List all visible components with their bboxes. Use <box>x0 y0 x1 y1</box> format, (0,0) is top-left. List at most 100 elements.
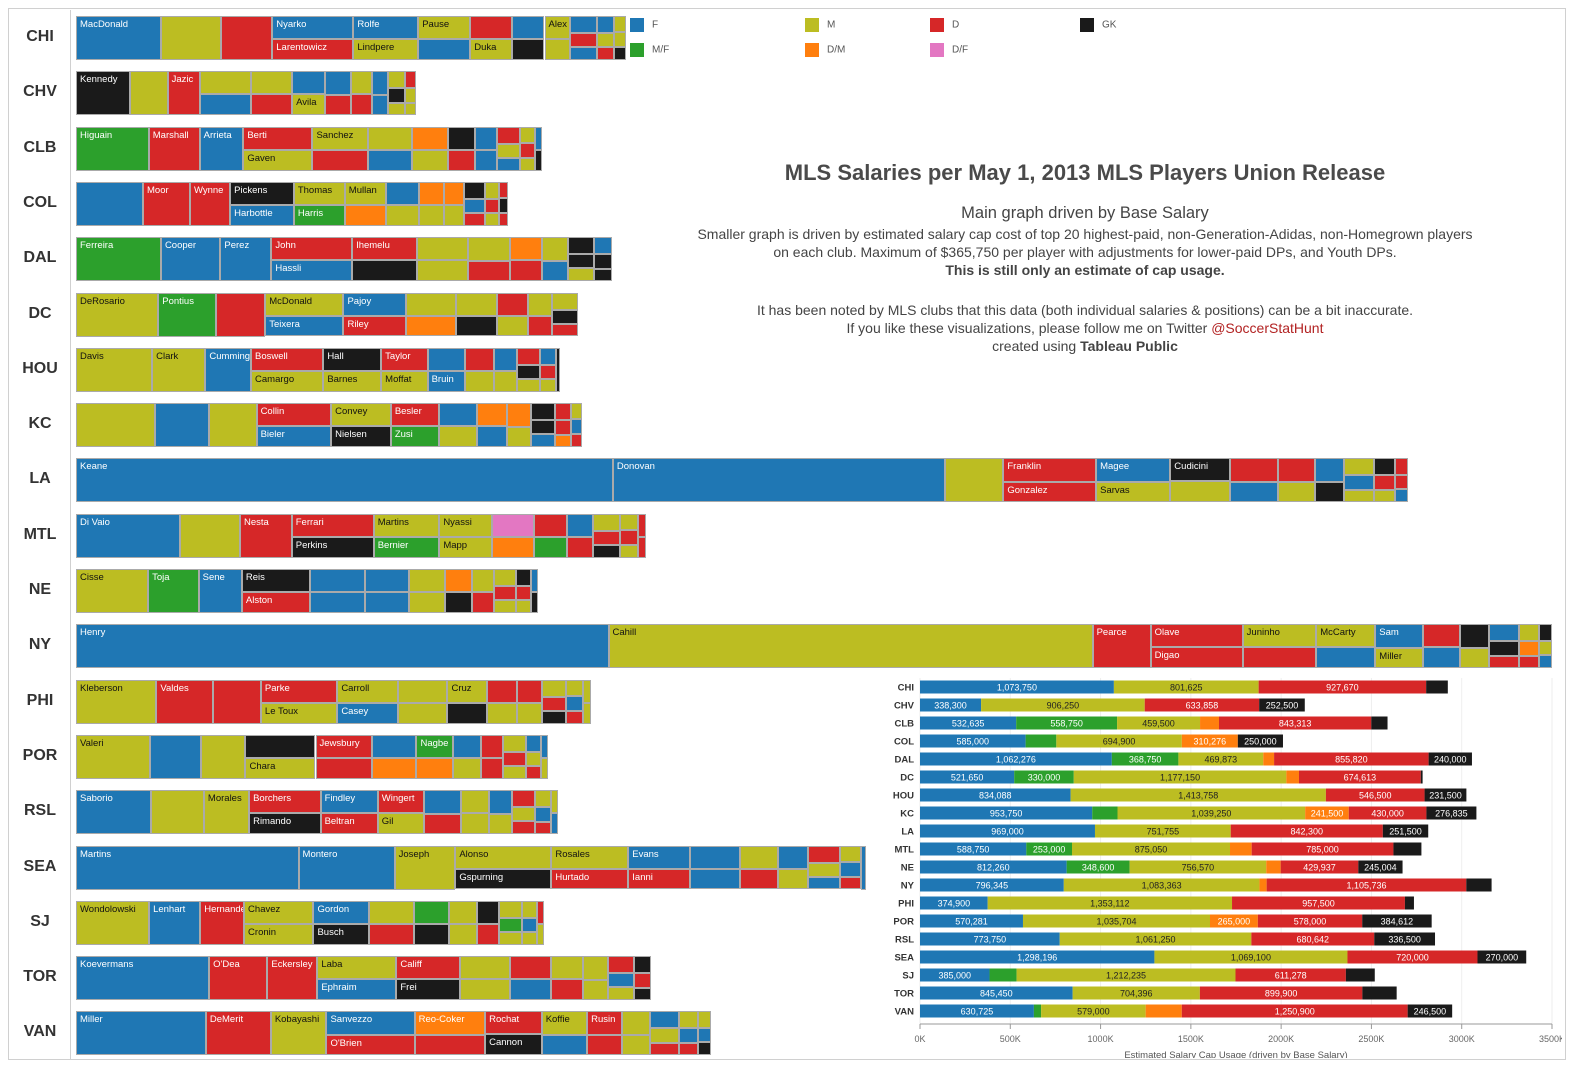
treemap-cell-kc-zusi[interactable]: Zusi <box>390 426 439 448</box>
treemap-cell-tor-ephraim[interactable]: Ephraim <box>317 979 397 1001</box>
treemap-cell-chi[interactable] <box>570 16 597 34</box>
treemap-cell-sj[interactable] <box>521 900 538 918</box>
treemap-cell-dal[interactable] <box>352 260 417 282</box>
treemap-cell-phi-letoux[interactable]: Le Toux <box>260 702 338 724</box>
treemap-cell-la-donovan[interactable]: Donovan <box>612 458 945 503</box>
treemap-cell-por[interactable] <box>480 734 503 759</box>
treemap-cell-phi-cruz[interactable]: Cruz <box>447 679 487 703</box>
treemap-cell-dal-ihemelu[interactable]: Ihemelu <box>352 237 417 261</box>
treemap-cell-ny-henry[interactable]: Henry <box>76 624 609 669</box>
treemap-cell-tor[interactable] <box>633 972 651 988</box>
treemap-cell-ny[interactable] <box>1518 624 1539 642</box>
treemap-cell-rsl[interactable] <box>535 806 551 822</box>
treemap-cell-chv-jazic[interactable]: Jazic <box>167 71 200 116</box>
treemap-cell-van[interactable] <box>678 1028 699 1043</box>
treemap-cell-la[interactable] <box>1374 475 1395 490</box>
treemap-cell-mtl[interactable] <box>637 513 646 537</box>
treemap-cell-sj-hernandez[interactable]: Hernandez <box>200 900 245 945</box>
treemap-cell-sea-joseph[interactable]: Joseph <box>394 845 456 890</box>
treemap-cell-dal[interactable] <box>542 260 568 282</box>
treemap-cell-chi[interactable] <box>614 46 626 60</box>
treemap-cell-phi-kleberson[interactable]: Kleberson <box>76 679 157 724</box>
treemap-cell-la[interactable] <box>1170 481 1230 503</box>
treemap-cell-ne-sene[interactable]: Sene <box>198 569 242 613</box>
treemap-cell-kc-bieler[interactable]: Bieler <box>256 426 332 448</box>
twitter-link[interactable]: @SoccerStatHunt <box>1211 320 1324 336</box>
treemap-cell-tor[interactable] <box>459 956 511 980</box>
treemap-cell-ne[interactable] <box>493 569 516 587</box>
treemap-cell-la[interactable] <box>1229 458 1278 482</box>
treemap-cell-kc[interactable] <box>571 403 582 420</box>
treemap-cell-kc-nielsen[interactable]: Nielsen <box>331 426 391 448</box>
treemap-cell-ny[interactable] <box>1538 624 1552 641</box>
treemap-cell-ny-mccarty[interactable]: McCarty <box>1316 624 1376 648</box>
treemap-cell-chv[interactable] <box>387 88 405 103</box>
treemap-cell-la[interactable] <box>1344 458 1375 476</box>
treemap-cell-ny-miller[interactable]: Miller <box>1375 647 1423 669</box>
treemap-cell-hou-taylor[interactable]: Taylor <box>381 347 428 371</box>
treemap-cell-chv[interactable] <box>199 94 252 116</box>
treemap-cell-van-koffie[interactable]: Koffie <box>541 1011 588 1035</box>
treemap-cell-por-valeri[interactable]: Valeri <box>76 734 150 779</box>
treemap-cell-clb[interactable] <box>497 143 520 158</box>
treemap-cell-ne[interactable] <box>531 592 538 613</box>
treemap-cell-phi[interactable] <box>583 679 591 703</box>
treemap-cell-ny[interactable] <box>1538 655 1552 669</box>
treemap-cell-mtl[interactable] <box>179 513 240 558</box>
treemap-cell-clb[interactable] <box>412 149 448 171</box>
treemap-cell-sea[interactable] <box>808 876 840 890</box>
treemap-cell-kc[interactable] <box>507 426 531 448</box>
treemap-cell-ny[interactable] <box>1488 641 1519 656</box>
treemap-cell-van-sanvezzo[interactable]: Sanvezzo <box>326 1011 415 1035</box>
treemap-cell-dal[interactable] <box>510 237 543 261</box>
treemap-cell-van-reocoker[interactable]: Reo-Coker <box>414 1011 486 1035</box>
treemap-cell-phi[interactable] <box>566 679 584 697</box>
treemap-cell-col[interactable] <box>464 198 485 214</box>
treemap-cell-chi[interactable] <box>221 16 273 60</box>
treemap-cell-mtl-mapp[interactable]: Mapp <box>439 536 492 558</box>
treemap-cell-rsl-gil[interactable]: Gil <box>377 813 424 835</box>
treemap-cell-mtl-bernier[interactable]: Bernier <box>373 536 440 558</box>
treemap-cell-chv[interactable] <box>324 71 352 95</box>
treemap-cell-mtl[interactable] <box>592 530 620 545</box>
treemap-cell-sea-alonso[interactable]: Alonso <box>455 845 552 869</box>
treemap-cell-ny[interactable] <box>1488 655 1519 669</box>
treemap-cell-por[interactable] <box>525 734 541 752</box>
treemap-cell-clb[interactable] <box>497 126 520 144</box>
treemap-cell-dc[interactable] <box>527 292 553 316</box>
treemap-cell-hou-bruin[interactable]: Bruin <box>427 371 465 392</box>
treemap-cell-van-rochat[interactable]: Rochat <box>485 1011 542 1035</box>
treemap-cell-la[interactable] <box>1394 489 1408 503</box>
legend-item-d[interactable]: D <box>930 18 959 32</box>
treemap-cell-col-wynne[interactable]: Wynne <box>189 181 231 226</box>
treemap-cell-tor[interactable] <box>633 987 651 1001</box>
treemap-cell-sj[interactable] <box>521 917 538 933</box>
treemap-cell-ny-pearce[interactable]: Pearce <box>1092 624 1151 669</box>
treemap-cell-ne[interactable] <box>516 585 532 601</box>
treemap-cell-rsl[interactable] <box>550 813 558 835</box>
treemap-cell-rsl[interactable] <box>423 790 461 814</box>
treemap-cell-ne[interactable] <box>409 569 445 593</box>
treemap-cell-col[interactable] <box>498 212 508 226</box>
treemap-cell-chv[interactable] <box>129 71 168 116</box>
treemap-cell-chi[interactable] <box>596 16 615 33</box>
treemap-cell-phi[interactable] <box>447 702 487 724</box>
treemap-cell-clb-higuain[interactable]: Higuain <box>76 126 149 171</box>
treemap-cell-por-chara[interactable]: Chara <box>245 758 316 779</box>
treemap-cell-rsl[interactable] <box>489 790 512 814</box>
treemap-cell-kc[interactable] <box>209 403 257 448</box>
treemap-cell-tor-frei[interactable]: Frei <box>396 979 460 1001</box>
treemap-cell-phi[interactable] <box>541 710 567 724</box>
treemap-cell-rsl[interactable] <box>511 807 536 822</box>
legend-item-m-f[interactable]: M/F <box>630 43 669 57</box>
treemap-cell-ne[interactable] <box>472 569 494 593</box>
treemap-cell-chv[interactable] <box>404 102 416 116</box>
treemap-cell-tor[interactable] <box>607 987 634 1001</box>
treemap-cell-chi-lindpere[interactable]: Lindpere <box>353 39 419 60</box>
treemap-cell-mtl[interactable] <box>619 513 638 531</box>
treemap-cell-kc[interactable] <box>154 403 210 448</box>
treemap-cell-rsl-beltran[interactable]: Beltran <box>320 813 378 835</box>
treemap-cell-rsl-saborio[interactable]: Saborio <box>76 790 152 835</box>
treemap-cell-chv[interactable] <box>371 71 388 95</box>
treemap-cell-kc[interactable] <box>530 403 555 421</box>
